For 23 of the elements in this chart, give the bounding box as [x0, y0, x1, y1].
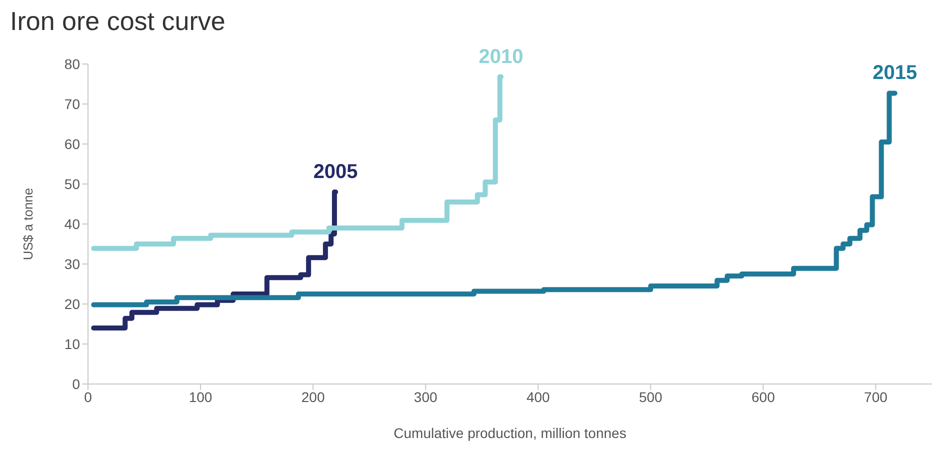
- x-tick-label: 600: [752, 388, 776, 405]
- x-tick-label: 100: [188, 388, 212, 405]
- y-tick-label: 30: [64, 256, 80, 272]
- x-axis-title: Cumulative production, million tonnes: [394, 425, 626, 441]
- series-label: 2005: [313, 161, 358, 183]
- y-tick-label: 0: [72, 376, 80, 392]
- x-tick-label: 300: [414, 388, 438, 405]
- x-tick-label: 400: [526, 388, 550, 405]
- series-label: 2015: [872, 62, 918, 84]
- y-tick-label: 70: [64, 96, 80, 112]
- series-label: 2010: [478, 46, 524, 68]
- y-axis-title: US$ a tonne: [20, 188, 36, 260]
- x-tick-label: 700: [864, 388, 888, 405]
- x-tick-label: 500: [638, 388, 663, 405]
- y-tick-label: 40: [64, 216, 80, 232]
- x-tick-label: 200: [301, 388, 325, 405]
- x-tick-label: 0: [84, 388, 92, 405]
- chart-title: Iron ore cost curve: [10, 6, 226, 36]
- y-tick-label: 20: [64, 296, 80, 312]
- y-tick-label: 10: [64, 336, 80, 352]
- y-tick-label: 60: [64, 136, 80, 152]
- y-tick-label: 80: [64, 56, 80, 72]
- y-tick-label: 50: [64, 176, 80, 192]
